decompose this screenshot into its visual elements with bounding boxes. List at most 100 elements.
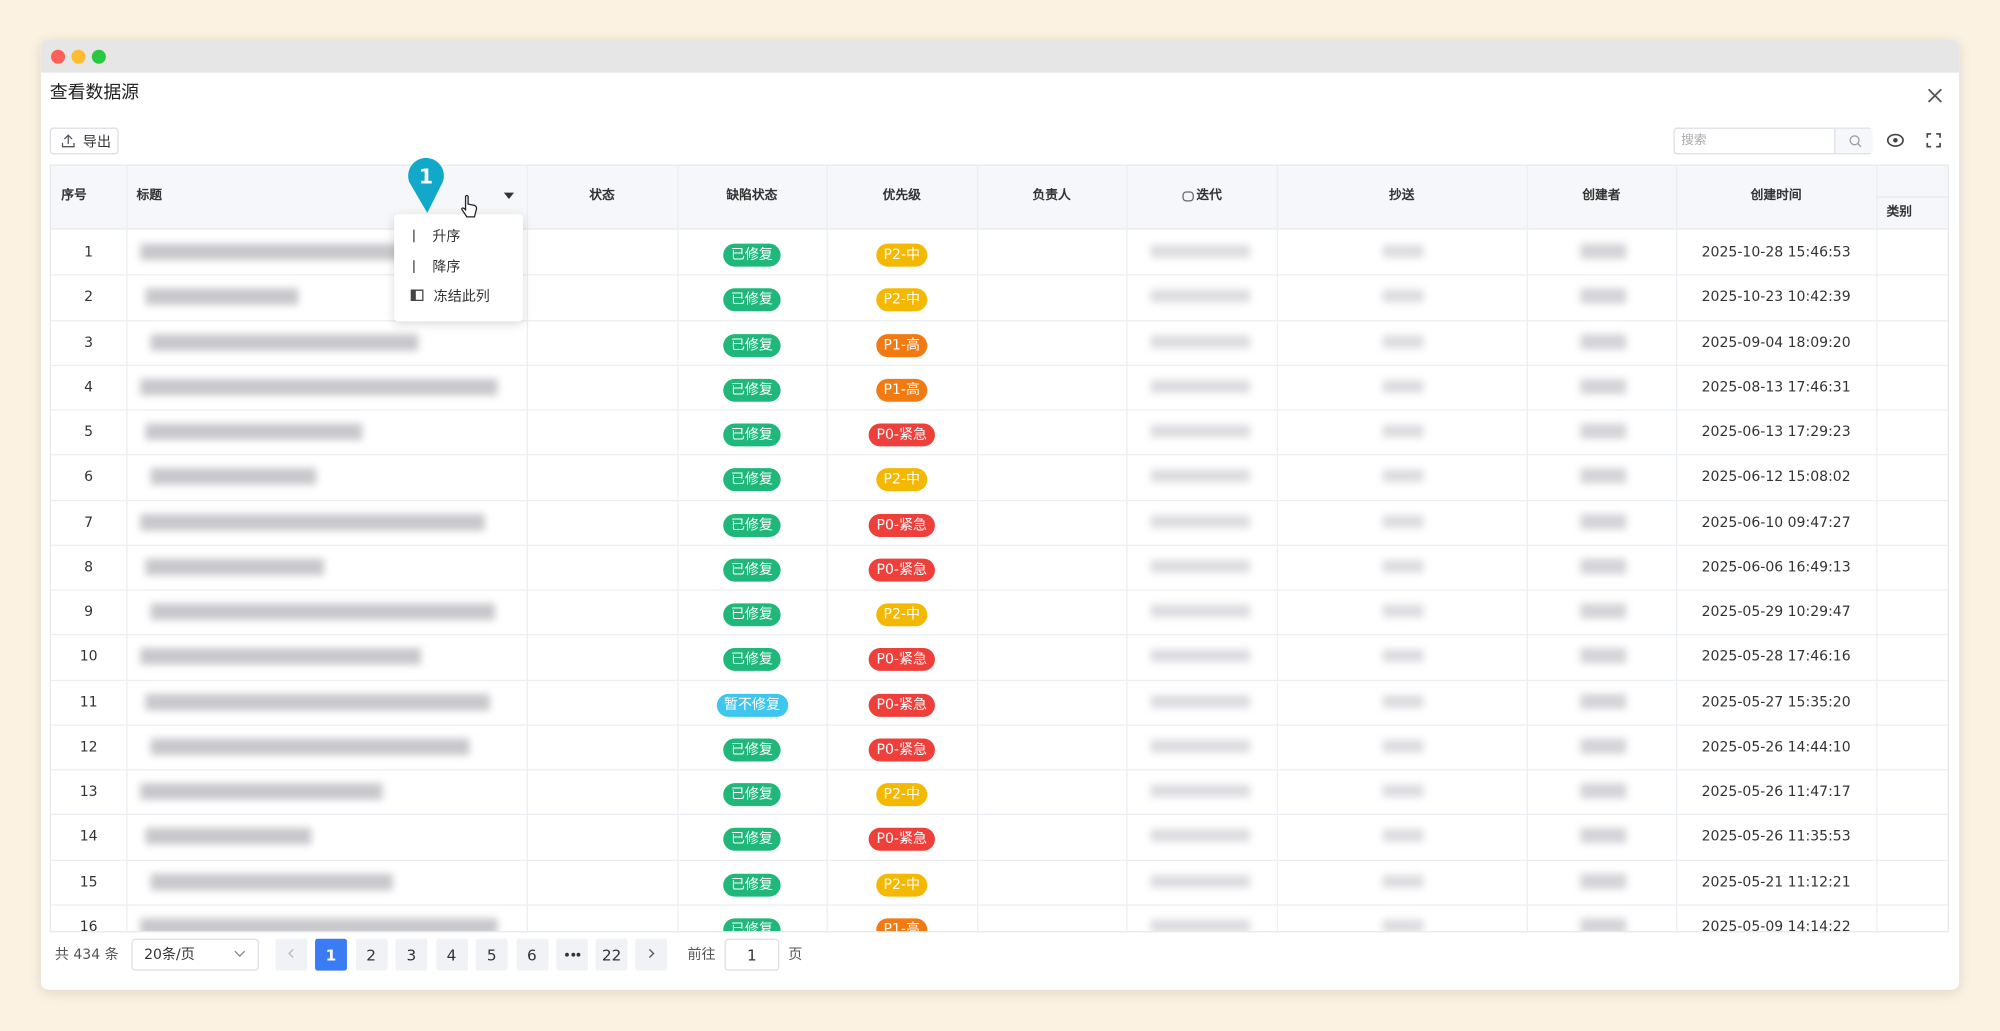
minimize-dot[interactable] <box>71 49 86 64</box>
row-index: 1 <box>84 243 94 261</box>
close-button[interactable] <box>1927 88 1942 103</box>
export-button[interactable]: 导出 <box>49 127 119 155</box>
page-unit: 页 <box>788 946 803 964</box>
column-divider <box>677 165 679 932</box>
priority-badge: P0-紧急 <box>868 693 935 717</box>
page-button[interactable]: 6 <box>515 938 548 971</box>
defect-status-badge-cell: 已修复 <box>677 914 826 932</box>
blurred-iteration <box>1150 469 1250 483</box>
row-index: 14 <box>79 828 98 845</box>
page-number: 6 <box>527 946 537 965</box>
page-button[interactable]: 3 <box>395 938 428 971</box>
blurred-title <box>140 243 409 261</box>
close-dot[interactable] <box>51 49 66 64</box>
defect-status-badge-cell: 已修复 <box>677 330 826 357</box>
blurred-iteration <box>1150 244 1250 258</box>
blurred-creator <box>1580 783 1627 799</box>
menu-item[interactable]: 降序 <box>432 258 461 275</box>
created-time: 2025-10-28 15:46:53 <box>1701 243 1851 261</box>
step-marker: 1 <box>408 157 444 214</box>
page-button[interactable]: 2 <box>355 938 388 971</box>
blurred-title <box>150 873 393 890</box>
row-divider <box>51 724 1948 726</box>
goto-input[interactable]: 1 <box>724 938 780 971</box>
priority-badge: P0-紧急 <box>868 558 935 582</box>
column-divider <box>126 165 128 932</box>
row-index: 2 <box>84 288 94 306</box>
blurred-title <box>150 333 419 351</box>
blurred-iteration <box>1150 379 1250 393</box>
blurred-creator <box>1580 693 1627 709</box>
page-button[interactable]: 22 <box>595 938 628 971</box>
blurred-title <box>140 783 383 800</box>
iteration-icon <box>1182 191 1194 202</box>
total-count: 共 434 条 <box>54 946 119 964</box>
priority-badge: P0-紧急 <box>868 828 935 852</box>
ellipsis-button[interactable] <box>556 938 589 971</box>
search-placeholder: 搜索 <box>1681 133 1707 148</box>
fullscreen-icon[interactable] <box>1926 133 1941 148</box>
blurred-title <box>150 603 495 620</box>
search-button[interactable] <box>1834 128 1873 154</box>
search-box[interactable]: 搜索 <box>1673 127 1873 155</box>
blurred-creator <box>1580 918 1627 932</box>
page-size-select[interactable]: 20条/页 <box>131 938 259 971</box>
blurred-creator <box>1580 288 1627 304</box>
page-number: 2 <box>366 946 377 965</box>
row-index: 7 <box>84 513 94 530</box>
page-size-label: 20条/页 <box>144 946 195 964</box>
defect-status-badge: 已修复 <box>723 783 781 807</box>
created-time: 2025-05-26 14:44:10 <box>1701 738 1851 755</box>
created-time: 2025-06-10 09:47:27 <box>1701 513 1851 530</box>
zoom-dot[interactable] <box>91 49 106 64</box>
priority-badge-cell: P2-中 <box>827 869 978 897</box>
row-divider <box>51 589 1948 591</box>
priority-badge-cell: P2-中 <box>827 285 978 312</box>
menu-item[interactable]: 冻结此列 <box>433 288 490 305</box>
title-bar <box>40 39 1960 73</box>
current-page[interactable]: 1 <box>315 938 347 971</box>
created-time: 2025-05-09 14:14:22 <box>1701 918 1851 933</box>
row-divider <box>51 769 1948 771</box>
defect-status-badge: 已修复 <box>723 648 781 672</box>
blurred-cc <box>1382 649 1424 663</box>
blurred-iteration <box>1150 334 1250 348</box>
row-divider <box>51 454 1948 456</box>
blurred-title <box>145 693 490 710</box>
export-icon <box>61 134 75 148</box>
blurred-iteration <box>1150 559 1250 573</box>
prev-button[interactable] <box>275 938 308 971</box>
created-time: 2025-06-12 15:08:02 <box>1701 468 1851 486</box>
defect-status-badge: 已修复 <box>723 918 781 932</box>
priority-badge-cell: P0-紧急 <box>827 824 978 852</box>
eye-icon[interactable] <box>1886 133 1904 148</box>
priority-badge: P0-紧急 <box>868 648 935 672</box>
dialog-title: 查看数据源 <box>49 82 140 104</box>
blurred-iteration <box>1150 874 1250 888</box>
created-time: 2025-05-26 11:47:17 <box>1701 783 1851 800</box>
menu-item[interactable]: 升序 <box>432 228 461 245</box>
priority-badge: P1-高 <box>875 918 928 932</box>
blurred-iteration <box>1150 289 1250 303</box>
priority-badge-cell: P2-中 <box>827 779 978 807</box>
priority-badge: P0-紧急 <box>868 423 935 447</box>
defect-status-badge-cell: 已修复 <box>677 375 826 402</box>
export-label: 导出 <box>82 133 111 151</box>
sort-caret[interactable] <box>503 192 515 199</box>
row-divider <box>51 679 1948 681</box>
menu-icon <box>413 229 415 243</box>
page-number: 22 <box>601 946 622 965</box>
blurred-creator <box>1580 378 1627 394</box>
column-divider <box>526 165 529 932</box>
page-button[interactable]: 5 <box>475 938 508 971</box>
defect-status-badge: 已修复 <box>723 513 781 537</box>
defect-status-badge-cell: 已修复 <box>677 285 826 312</box>
blurred-cc <box>1382 604 1424 618</box>
menu-icon <box>410 289 424 302</box>
page-button[interactable]: 4 <box>435 938 468 971</box>
next-button[interactable] <box>635 938 668 971</box>
column-divider <box>1276 165 1279 932</box>
row-divider <box>51 274 1948 276</box>
row-index: 5 <box>84 423 94 441</box>
next-arrow <box>645 948 655 958</box>
